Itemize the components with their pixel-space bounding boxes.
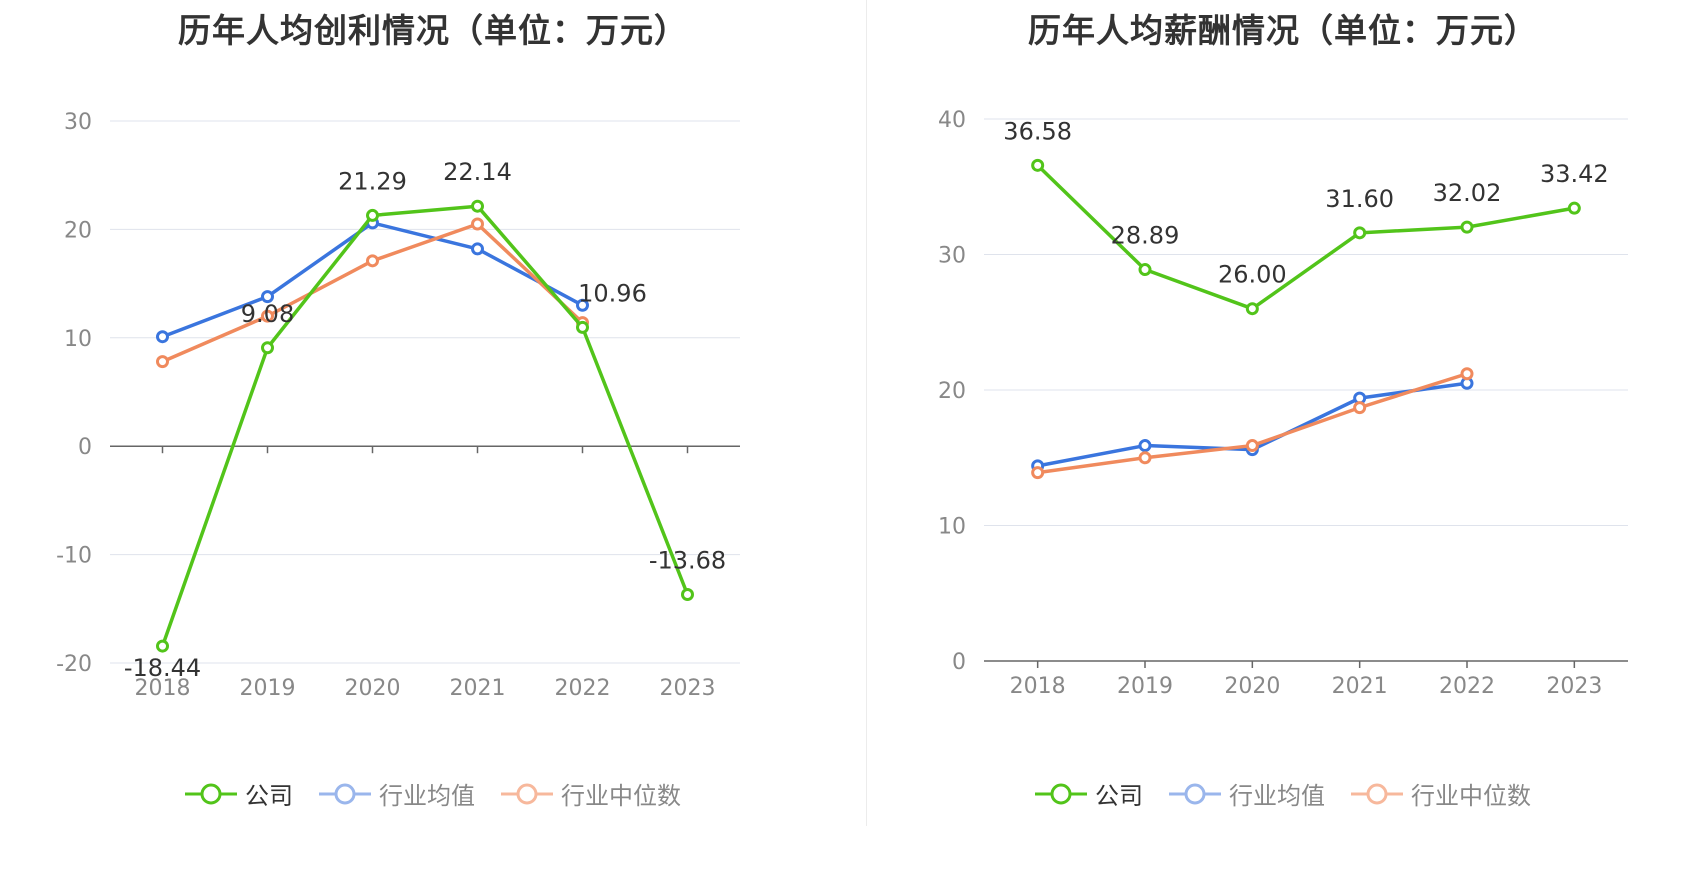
data-point-industry-median	[1031, 466, 1045, 480]
legend-item-company[interactable]: 公司	[1035, 776, 1143, 811]
data-point-company	[261, 341, 274, 355]
legend-item-industry-avg[interactable]: 行业均值	[1169, 776, 1325, 811]
data-point-company	[681, 587, 694, 601]
y-tick-label: 0	[78, 435, 92, 460]
data-label: -13.68	[649, 546, 726, 574]
legend-item-industry-median[interactable]: 行业中位数	[1351, 776, 1531, 811]
data-point-company	[1031, 158, 1045, 172]
data-point-industry-median	[471, 217, 484, 231]
data-point-industry-median	[261, 309, 274, 323]
data-point-company	[1460, 220, 1474, 234]
x-tick-label: 2023	[660, 676, 716, 701]
legend-label: 行业中位数	[1411, 782, 1531, 810]
legend-item-company[interactable]: 公司	[185, 776, 293, 811]
data-label: 36.58	[1003, 117, 1072, 145]
chart-panel-salary: 历年人均薪酬情况（单位：万元） 0 10 20 30 40 2018 2019 2020 202…	[866, 0, 1700, 874]
data-point-industry-median	[366, 254, 379, 268]
data-label: 10.96	[578, 279, 647, 307]
data-point-industry-median	[1138, 451, 1152, 465]
chart-title: 历年人均薪酬情况（单位：万元）	[1028, 11, 1538, 50]
chart-legend: 公司 行业均值 行业中位数	[0, 776, 866, 811]
data-point-company	[1245, 302, 1259, 316]
x-tick-label: 2021	[450, 676, 506, 701]
legend-marker-icon	[319, 783, 371, 804]
x-tick-label: 2020	[345, 676, 401, 701]
data-point-industry-median	[156, 355, 169, 369]
legend-item-industry-avg[interactable]: 行业均值	[319, 776, 475, 811]
x-tick-label: 2021	[1332, 674, 1388, 699]
y-tick-label: 10	[938, 515, 966, 540]
x-tick-label: 2020	[1224, 674, 1280, 699]
data-point-industry-median	[1460, 367, 1474, 381]
panel-divider	[866, 0, 867, 826]
data-label: 26.00	[1218, 261, 1287, 289]
data-point-company	[366, 208, 379, 222]
data-point-company	[471, 199, 484, 213]
x-tick-label: 2018	[1010, 674, 1066, 699]
data-point-industry-median	[1245, 439, 1259, 453]
data-label: 9.08	[241, 300, 294, 328]
legend-marker-icon	[185, 783, 237, 804]
series-line-industry-avg	[161, 221, 584, 339]
x-tick-label: 2022	[555, 676, 611, 701]
data-point-industry-avg	[471, 242, 484, 256]
data-point-company	[1138, 263, 1152, 277]
data-point-industry-avg	[576, 298, 589, 312]
chart-panel-profit: 历年人均创利情况（单位：万元） -20 -10 0 10 20 30 2018 2019 202…	[0, 11, 866, 811]
legend-marker-icon	[1169, 783, 1221, 804]
data-point-industry-avg	[156, 330, 169, 344]
data-label: 31.60	[1325, 185, 1394, 213]
series-line-industry-median	[1037, 372, 1468, 475]
data-point-company	[576, 320, 589, 334]
data-label: 22.14	[443, 158, 512, 186]
data-label: 32.02	[1433, 179, 1502, 207]
x-tick-label: 2022	[1439, 674, 1495, 699]
chart-legend: 公司 行业均值 行业中位数	[866, 776, 1700, 811]
x-tick-label: 2018	[135, 676, 191, 701]
data-label: 33.42	[1540, 160, 1609, 188]
series-line-company	[1036, 164, 1575, 311]
legend-marker-icon	[1351, 783, 1403, 804]
x-tick-label: 2019	[1117, 674, 1173, 699]
data-label: 21.29	[338, 167, 407, 195]
y-tick-label: 20	[64, 218, 92, 243]
legend-item-industry-median[interactable]: 行业中位数	[501, 776, 681, 811]
chart-title: 历年人均创利情况（单位：万元）	[178, 11, 688, 50]
y-tick-label: 40	[938, 108, 966, 133]
y-tick-label: 10	[64, 327, 92, 352]
legend-label: 公司	[1095, 782, 1143, 810]
data-point-industry-median	[1353, 401, 1367, 415]
x-tick-label: 2019	[240, 676, 296, 701]
line-chart-plot: 0 10 20 30 40 2018 2019 2020 2021 2022 2023 36.58 28…	[938, 108, 1628, 699]
data-label: -18.44	[124, 654, 201, 682]
legend-marker-icon	[1035, 783, 1087, 804]
y-tick-label: -10	[56, 544, 92, 569]
line-chart-plot: -20 -10 0 10 20 30 2018 2019 2020 2021 2022 2023 -18…	[56, 110, 740, 701]
legend-label: 公司	[245, 782, 293, 810]
data-label: 28.89	[1111, 222, 1180, 250]
data-point-company	[156, 639, 169, 653]
x-tick-label: 2023	[1546, 674, 1602, 699]
legend-marker-icon	[501, 783, 553, 804]
data-point-industry-avg	[1138, 439, 1152, 453]
data-point-industry-avg	[261, 290, 274, 304]
series-line-company	[160, 204, 690, 647]
data-point-company	[1567, 201, 1581, 215]
series-line-industry-median	[161, 222, 584, 364]
y-tick-label: 30	[938, 244, 966, 269]
legend-label: 行业均值	[379, 782, 475, 810]
legend-label: 行业均值	[1229, 782, 1325, 810]
legend-label: 行业中位数	[561, 782, 681, 810]
y-tick-label: 30	[64, 110, 92, 135]
data-point-company	[1353, 226, 1367, 240]
y-tick-label: 0	[952, 650, 966, 675]
y-tick-label: 20	[938, 379, 966, 404]
y-tick-label: -20	[56, 652, 92, 677]
